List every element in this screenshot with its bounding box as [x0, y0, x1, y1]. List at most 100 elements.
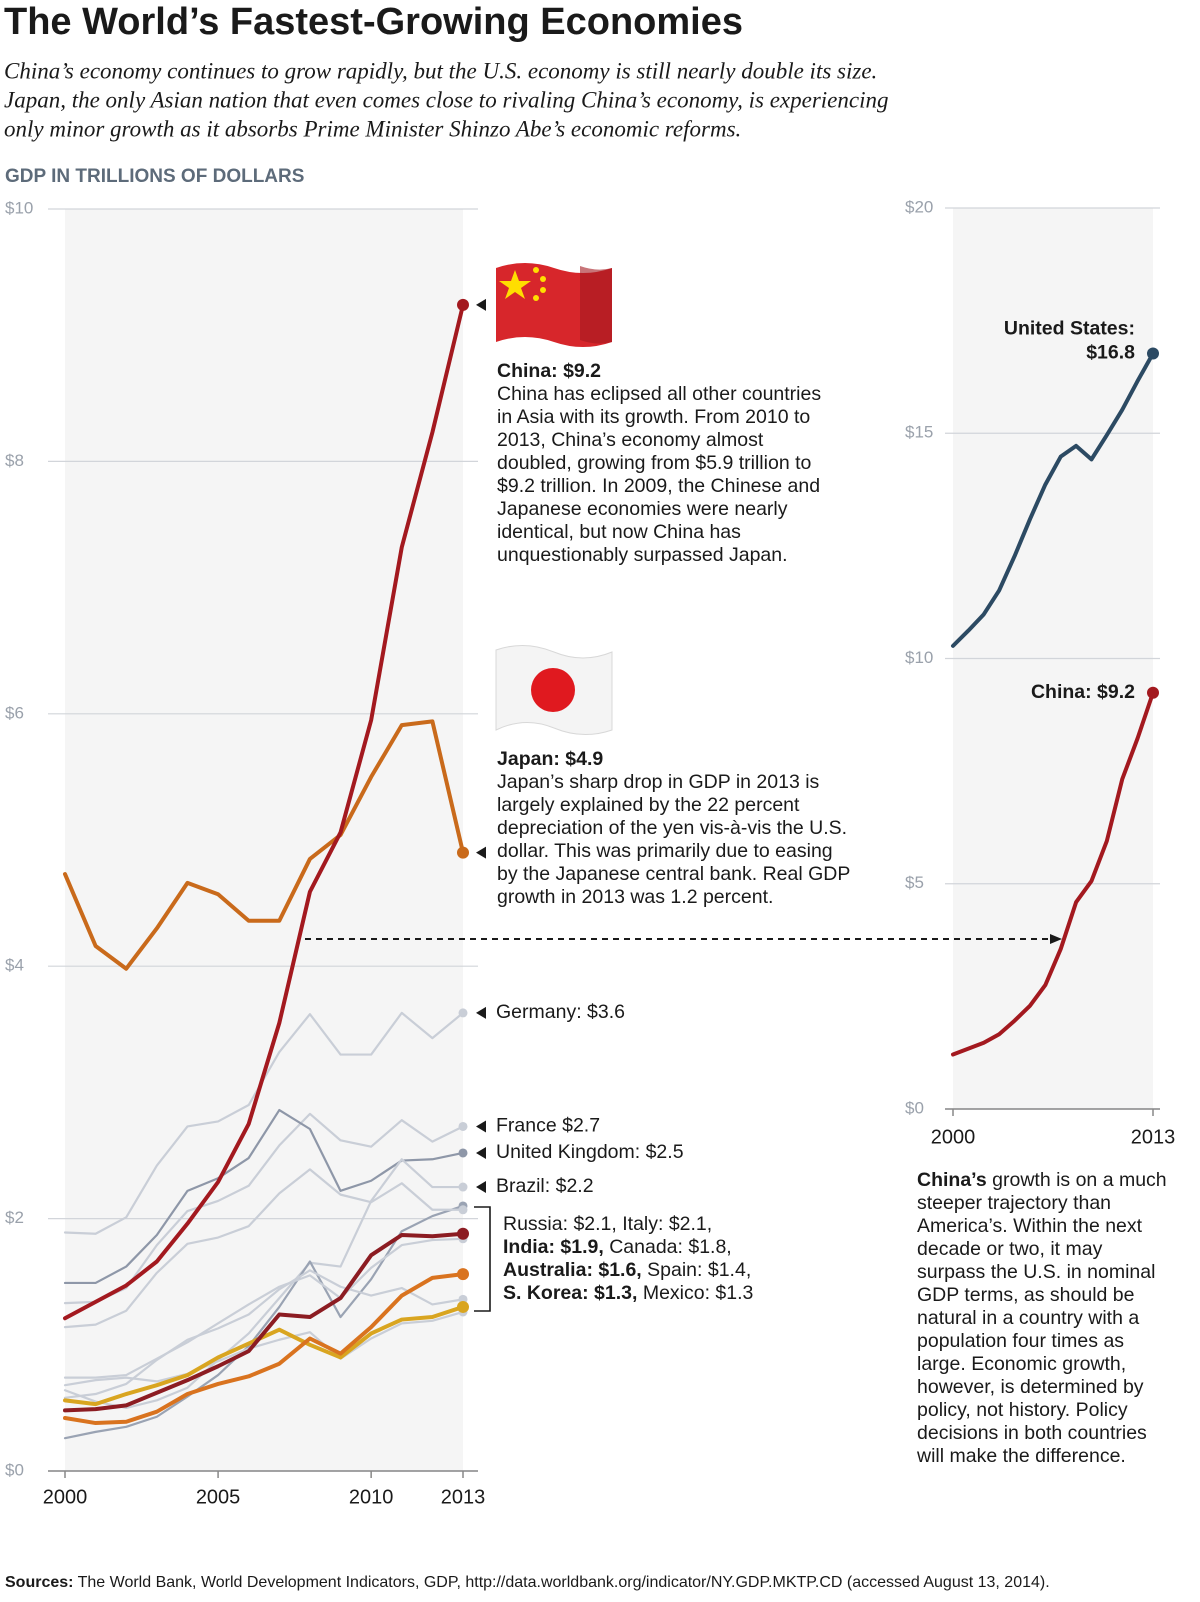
y-tick-label: $15: [905, 423, 933, 442]
bracket-label: Australia: $1.6, Spain: $1.4,: [503, 1259, 751, 1281]
note-line: natural in a country with a: [917, 1307, 1139, 1329]
series-line: [63, 1310, 465, 1387]
subtitle-line: China’s economy continues to grow rapidl…: [4, 58, 877, 83]
end-marker: [458, 1121, 468, 1131]
china-flag: [496, 263, 612, 347]
text-segment: population four times as: [917, 1330, 1124, 1352]
text-segment: Sources:: [5, 1574, 73, 1591]
bracket-label: Russia: $2.1, Italy: $2.1,: [503, 1213, 712, 1235]
y-tick-label: $2: [5, 1208, 24, 1227]
series-line: [63, 1158, 465, 1409]
note-line: population four times as: [917, 1330, 1124, 1352]
note-line: policy, not history. Policy: [917, 1399, 1128, 1421]
pointer: [476, 1181, 486, 1194]
x-tick-label: 2000: [931, 1126, 976, 1148]
text-segment: GDP terms, as should be: [917, 1284, 1135, 1306]
pointer: [476, 298, 486, 311]
text-segment: China’s: [917, 1169, 987, 1191]
y-tick-label: $4: [5, 956, 24, 975]
callout-line: growth in 2013 was 1.2 percent.: [497, 886, 773, 908]
callout-line: 2013, China’s economy almost: [497, 429, 764, 451]
note-line: will make the difference.: [916, 1445, 1126, 1467]
end-marker: [458, 1205, 468, 1215]
text-segment: decisions in both countries: [917, 1422, 1147, 1444]
callout-title: Japan: $4.9: [497, 748, 603, 770]
text-segment: decade or two, it may: [917, 1238, 1103, 1260]
series-label: Germany: $3.6: [496, 1001, 625, 1023]
text-segment: surpass the U.S. in nominal: [917, 1261, 1155, 1283]
note-line: surpass the U.S. in nominal: [917, 1261, 1155, 1283]
text-segment: policy, not history. Policy: [917, 1399, 1128, 1421]
callout-title: China: $9.2: [497, 360, 601, 382]
note-line: however, is determined by: [917, 1376, 1144, 1398]
end-marker: [1147, 347, 1159, 360]
subtitle-line: only minor growth as it absorbs Prime Mi…: [4, 116, 741, 141]
series-line: [951, 690, 1155, 1057]
callout-line: largely explained by the 22 percent: [497, 794, 800, 816]
end-marker: [457, 1300, 469, 1313]
text-segment: America’s. Within the next: [917, 1215, 1143, 1237]
pointer: [476, 1120, 486, 1133]
callout-line: identical, but now China has: [497, 521, 741, 543]
series-label: China: $9.2: [1031, 681, 1135, 703]
y-tick-label: $10: [5, 198, 33, 217]
series-line: [63, 1304, 465, 1407]
text-segment: natural in a country with a: [917, 1307, 1139, 1329]
x-tick-label: 2013: [441, 1486, 486, 1508]
y-tick-label: $0: [5, 1460, 24, 1479]
y-tick-label: $8: [5, 451, 24, 470]
callout-line: dollar. This was primarily due to easing: [497, 840, 833, 862]
text-segment: Russia: $2.1, Italy: $2.1,: [503, 1213, 712, 1235]
x-tick-label: 2005: [196, 1486, 241, 1508]
x-tick-label: 2013: [1131, 1126, 1176, 1148]
axis-label: GDP IN TRILLIONS OF DOLLARS: [5, 166, 304, 187]
series-label: France $2.7: [496, 1115, 600, 1137]
callout-line: Japanese economies were nearly: [497, 498, 788, 520]
bracket-label: India: $1.9, Canada: $1.8,: [503, 1236, 732, 1258]
callout-line: by the Japanese central bank. Real GDP: [497, 863, 850, 885]
text-segment: Canada: $1.8,: [604, 1236, 732, 1258]
callout-line: doubled, growing from $5.9 trillion to: [497, 452, 811, 474]
series-label: $16.8: [1086, 342, 1135, 364]
text-segment: S. Korea: $1.3,: [503, 1282, 637, 1304]
text-segment: The World Bank, World Development Indica…: [73, 1574, 1049, 1591]
y-tick-label: $6: [5, 703, 24, 722]
end-marker: [457, 846, 469, 859]
note-line: decade or two, it may: [917, 1238, 1103, 1260]
callout-line: in Asia with its growth. From 2010 to: [497, 406, 810, 428]
y-tick-label: $5: [905, 873, 924, 892]
y-tick-label: $10: [905, 648, 933, 667]
pointer-arrow: [305, 934, 1062, 944]
series-line: [63, 1272, 465, 1426]
y-tick-label: $0: [905, 1098, 924, 1117]
note-line: steeper trajectory than: [917, 1192, 1111, 1214]
series-line: [63, 719, 465, 971]
bracket: [474, 1206, 491, 1312]
end-marker: [1147, 686, 1159, 699]
note-line: America’s. Within the next: [917, 1215, 1143, 1237]
callout-line: unquestionably surpassed Japan.: [497, 544, 788, 566]
text-segment: Australia: $1.6,: [503, 1259, 642, 1281]
callout-line: depreciation of the yen vis-à-vis the U.…: [497, 817, 847, 839]
note-line: large. Economic growth,: [917, 1353, 1126, 1375]
end-marker: [457, 1268, 469, 1281]
series-label: United States:: [1004, 318, 1135, 340]
sources: Sources: The World Bank, World Developme…: [5, 1574, 1050, 1591]
subtitle-line: Japan, the only Asian nation that even c…: [4, 87, 888, 112]
note-line: China’s growth is on a much: [917, 1169, 1167, 1191]
text-segment: large. Economic growth,: [917, 1353, 1126, 1375]
title: The World’s Fastest-Growing Economies: [4, 1, 743, 43]
text-segment: however, is determined by: [917, 1376, 1144, 1398]
series-line: [63, 1231, 465, 1413]
text-segment: steeper trajectory than: [917, 1192, 1111, 1214]
end-marker: [457, 1227, 469, 1240]
series-line: [63, 1168, 465, 1329]
pointer: [476, 1146, 486, 1159]
plot-background: [65, 209, 463, 1471]
pointer: [476, 1006, 486, 1019]
japan-flag: [495, 645, 613, 735]
text-segment: growth is on a much: [987, 1169, 1167, 1191]
end-marker: [458, 1008, 468, 1018]
text-segment: will make the difference.: [916, 1445, 1126, 1467]
